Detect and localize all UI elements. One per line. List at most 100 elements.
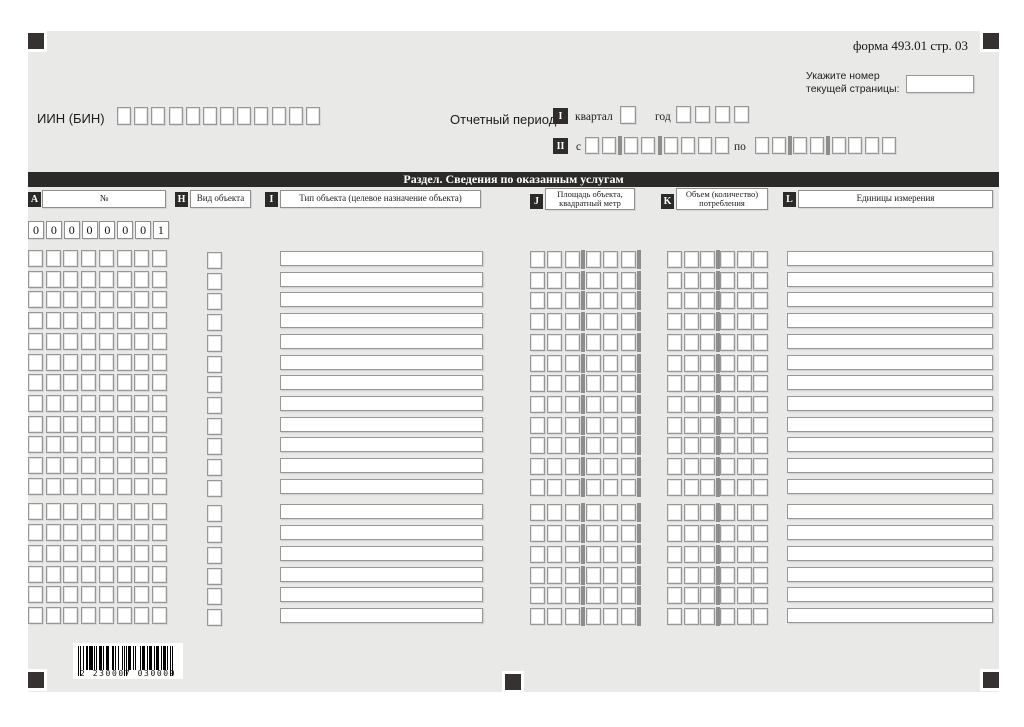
entry-cell[interactable] <box>620 251 636 268</box>
entry-cell[interactable] <box>603 313 619 331</box>
entry-cell[interactable] <box>151 606 167 624</box>
entry-cell[interactable] <box>63 415 79 433</box>
entry-cell[interactable] <box>586 251 602 268</box>
object-kind-cell[interactable] <box>207 479 222 497</box>
entry-cell[interactable] <box>63 586 79 604</box>
entry-cell[interactable] <box>151 270 167 288</box>
entry-cell[interactable] <box>700 458 715 475</box>
entry-cell[interactable] <box>98 524 114 542</box>
entry-cell[interactable] <box>720 395 735 413</box>
entry-cell[interactable] <box>134 586 150 604</box>
entry-cell[interactable] <box>564 504 580 522</box>
units-input[interactable] <box>787 354 993 370</box>
entry-cell[interactable] <box>45 586 61 604</box>
units-input[interactable] <box>787 504 993 520</box>
entry-cell[interactable] <box>620 437 636 455</box>
entry-cell[interactable] <box>603 333 619 351</box>
entry-cell[interactable] <box>620 458 636 475</box>
entry-cell[interactable] <box>28 477 43 495</box>
entry-cell[interactable] <box>753 416 768 434</box>
entry-cell[interactable] <box>683 437 699 455</box>
entry-cell[interactable] <box>720 566 735 584</box>
entry-cell[interactable] <box>547 458 563 475</box>
entry-cell[interactable] <box>586 478 602 496</box>
entry-cell[interactable] <box>700 375 715 393</box>
entry-cell[interactable] <box>603 504 619 522</box>
entry-cell[interactable] <box>753 607 768 625</box>
entry-cell[interactable] <box>134 312 150 330</box>
entry-cell[interactable] <box>683 395 699 413</box>
entry-cell[interactable] <box>116 291 132 309</box>
entry-cell[interactable] <box>547 354 563 372</box>
entry-cell[interactable] <box>116 524 132 542</box>
entry-cell[interactable] <box>564 545 580 563</box>
entry-cell[interactable] <box>564 458 580 475</box>
entry-cell[interactable] <box>720 478 735 496</box>
entry-cell[interactable] <box>603 395 619 413</box>
entry-cell[interactable] <box>81 394 97 412</box>
entry-cell[interactable] <box>98 270 114 288</box>
entry-cell[interactable] <box>28 353 43 371</box>
entry-cell[interactable] <box>700 271 715 289</box>
object-type-input[interactable] <box>280 587 483 603</box>
entry-cell[interactable] <box>45 270 61 288</box>
entry-cell[interactable] <box>116 544 132 562</box>
entry-cell[interactable] <box>683 251 699 268</box>
object-type-input[interactable] <box>280 271 483 287</box>
entry-cell[interactable] <box>134 503 150 521</box>
entry-cell[interactable] <box>63 394 79 412</box>
entry-cell[interactable] <box>63 524 79 542</box>
entry-cell[interactable] <box>63 544 79 562</box>
entry-cell[interactable] <box>700 292 715 310</box>
entry-cell[interactable] <box>63 374 79 392</box>
entry-cell[interactable] <box>620 478 636 496</box>
entry-cell[interactable] <box>564 292 580 310</box>
entry-cell[interactable] <box>586 587 602 605</box>
entry-cell[interactable] <box>547 313 563 331</box>
object-kind-cell[interactable] <box>207 334 222 352</box>
entry-cell[interactable] <box>134 524 150 542</box>
object-kind-cell[interactable] <box>207 546 222 564</box>
entry-cell[interactable] <box>116 374 132 392</box>
entry-cell[interactable] <box>45 312 61 330</box>
entry-cell[interactable] <box>620 587 636 605</box>
entry-cell[interactable] <box>667 271 682 289</box>
entry-cell[interactable] <box>81 312 97 330</box>
entry-cell[interactable] <box>683 478 699 496</box>
entry-cell[interactable] <box>98 477 114 495</box>
entry-cell[interactable] <box>151 332 167 350</box>
entry-cell[interactable] <box>28 586 43 604</box>
entry-cell[interactable] <box>98 250 114 267</box>
object-type-input[interactable] <box>280 292 483 308</box>
entry-cell[interactable] <box>810 137 825 154</box>
entry-cell[interactable] <box>81 544 97 562</box>
entry-cell[interactable] <box>564 313 580 331</box>
entry-cell[interactable] <box>620 566 636 584</box>
entry-cell[interactable] <box>530 375 545 393</box>
entry-cell[interactable] <box>116 270 132 288</box>
entry-cell[interactable] <box>624 137 639 154</box>
entry-cell[interactable] <box>733 106 749 123</box>
entry-cell[interactable] <box>564 375 580 393</box>
entry-cell[interactable] <box>530 504 545 522</box>
entry-cell[interactable] <box>28 270 43 288</box>
entry-cell[interactable] <box>134 606 150 624</box>
object-kind-cell[interactable] <box>207 355 222 373</box>
entry-cell[interactable] <box>151 436 167 454</box>
entry-cell[interactable] <box>683 587 699 605</box>
entry-cell[interactable] <box>603 292 619 310</box>
entry-cell[interactable] <box>753 587 768 605</box>
entry-cell[interactable] <box>586 607 602 625</box>
units-input[interactable] <box>787 416 993 432</box>
units-input[interactable] <box>787 587 993 603</box>
entry-cell[interactable] <box>586 354 602 372</box>
entry-cell[interactable] <box>547 566 563 584</box>
entry-cell[interactable] <box>63 436 79 454</box>
entry-cell[interactable] <box>753 333 768 351</box>
entry-cell[interactable] <box>271 107 286 125</box>
entry-cell[interactable] <box>586 313 602 331</box>
entry-cell[interactable] <box>134 250 150 267</box>
object-type-input[interactable] <box>280 545 483 561</box>
entry-cell[interactable] <box>530 607 545 625</box>
entry-cell[interactable] <box>586 437 602 455</box>
